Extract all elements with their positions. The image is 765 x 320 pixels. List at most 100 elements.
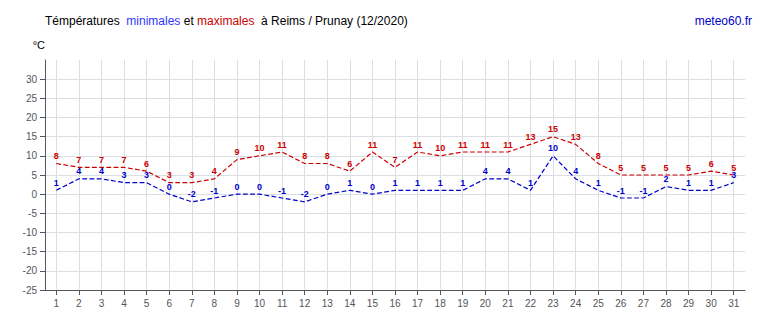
- svg-text:°C: °C: [33, 39, 45, 51]
- svg-text:25: 25: [593, 298, 605, 309]
- svg-text:3: 3: [167, 170, 172, 180]
- svg-text:1: 1: [528, 178, 533, 188]
- svg-text:13: 13: [525, 132, 535, 142]
- svg-text:3: 3: [122, 170, 127, 180]
- svg-text:à Reims / Prunay (12/2020): à Reims / Prunay (12/2020): [254, 14, 407, 28]
- svg-text:30: 30: [706, 298, 718, 309]
- svg-text:8: 8: [302, 151, 307, 161]
- svg-text:1: 1: [438, 178, 443, 188]
- svg-text:4: 4: [212, 166, 217, 176]
- svg-text:20: 20: [480, 298, 492, 309]
- svg-text:-25: -25: [23, 285, 38, 296]
- svg-text:0: 0: [31, 189, 37, 200]
- svg-text:22: 22: [525, 298, 537, 309]
- svg-text:19: 19: [457, 298, 469, 309]
- svg-text:4: 4: [121, 298, 127, 309]
- svg-text:-15: -15: [23, 246, 38, 257]
- svg-text:1: 1: [415, 178, 420, 188]
- svg-text:25: 25: [26, 93, 38, 104]
- svg-text:5: 5: [641, 163, 646, 173]
- svg-text:-2: -2: [188, 189, 196, 199]
- svg-text:7: 7: [122, 155, 127, 165]
- svg-text:10: 10: [255, 143, 265, 153]
- svg-text:6: 6: [166, 298, 172, 309]
- svg-text:-10: -10: [23, 227, 38, 238]
- svg-text:1: 1: [596, 178, 601, 188]
- svg-text:21: 21: [502, 298, 514, 309]
- svg-text:0: 0: [234, 182, 239, 192]
- svg-text:1: 1: [347, 178, 352, 188]
- svg-text:13: 13: [571, 132, 581, 142]
- svg-text:-5: -5: [28, 208, 37, 219]
- svg-text:11: 11: [368, 140, 378, 150]
- svg-text:7: 7: [76, 155, 81, 165]
- svg-text:8: 8: [325, 151, 330, 161]
- svg-text:1: 1: [709, 178, 714, 188]
- svg-text:3: 3: [189, 170, 194, 180]
- svg-text:0: 0: [370, 182, 375, 192]
- svg-text:10: 10: [435, 143, 445, 153]
- svg-text:15: 15: [548, 124, 558, 134]
- svg-text:26: 26: [615, 298, 627, 309]
- svg-text:11: 11: [503, 140, 513, 150]
- svg-text:18: 18: [435, 298, 447, 309]
- svg-text:8: 8: [212, 298, 218, 309]
- svg-text:11: 11: [458, 140, 468, 150]
- svg-text:12: 12: [299, 298, 311, 309]
- svg-text:29: 29: [683, 298, 695, 309]
- svg-text:30: 30: [26, 74, 38, 85]
- svg-text:14: 14: [344, 298, 356, 309]
- svg-text:1: 1: [54, 178, 59, 188]
- svg-text:4: 4: [505, 166, 510, 176]
- svg-text:4: 4: [99, 166, 104, 176]
- svg-text:28: 28: [660, 298, 672, 309]
- svg-text:-1: -1: [278, 186, 286, 196]
- svg-text:11: 11: [277, 140, 287, 150]
- svg-text:23: 23: [548, 298, 560, 309]
- svg-text:-20: -20: [23, 265, 38, 276]
- svg-text:13: 13: [322, 298, 334, 309]
- svg-text:1: 1: [392, 178, 397, 188]
- svg-text:-1: -1: [617, 186, 625, 196]
- svg-text:3: 3: [144, 170, 149, 180]
- svg-text:minimales: minimales: [126, 14, 180, 28]
- svg-text:11: 11: [277, 298, 288, 309]
- svg-text:15: 15: [367, 298, 379, 309]
- svg-text:11: 11: [413, 140, 423, 150]
- svg-text:7: 7: [392, 155, 397, 165]
- svg-text:9: 9: [234, 147, 239, 157]
- svg-text:5: 5: [686, 163, 691, 173]
- svg-text:1: 1: [460, 178, 465, 188]
- svg-text:5: 5: [618, 163, 623, 173]
- svg-text:10: 10: [548, 143, 558, 153]
- svg-text:15: 15: [26, 131, 38, 142]
- svg-text:5: 5: [731, 163, 736, 173]
- svg-text:4: 4: [573, 166, 578, 176]
- svg-text:10: 10: [254, 298, 266, 309]
- svg-text:1: 1: [686, 178, 691, 188]
- svg-text:8: 8: [596, 151, 601, 161]
- svg-text:8: 8: [54, 151, 59, 161]
- svg-text:2: 2: [663, 174, 668, 184]
- svg-text:20: 20: [26, 112, 38, 123]
- svg-text:5: 5: [663, 163, 668, 173]
- svg-text:6: 6: [709, 159, 714, 169]
- svg-text:Témpératures: Témpératures: [45, 14, 126, 28]
- svg-text:1: 1: [54, 298, 60, 309]
- svg-text:-1: -1: [210, 186, 218, 196]
- svg-text:et: et: [180, 14, 197, 28]
- svg-text:7: 7: [99, 155, 104, 165]
- svg-text:5: 5: [31, 170, 37, 181]
- svg-text:meteo60.fr: meteo60.fr: [695, 14, 752, 28]
- svg-text:5: 5: [144, 298, 150, 309]
- svg-text:24: 24: [570, 298, 582, 309]
- svg-text:4: 4: [483, 166, 488, 176]
- svg-text:27: 27: [638, 298, 650, 309]
- svg-text:9: 9: [234, 298, 240, 309]
- svg-text:maximales: maximales: [197, 14, 254, 28]
- svg-text:4: 4: [76, 166, 81, 176]
- svg-text:2: 2: [76, 298, 82, 309]
- svg-text:3: 3: [99, 298, 105, 309]
- svg-text:0: 0: [167, 182, 172, 192]
- svg-text:16: 16: [389, 298, 401, 309]
